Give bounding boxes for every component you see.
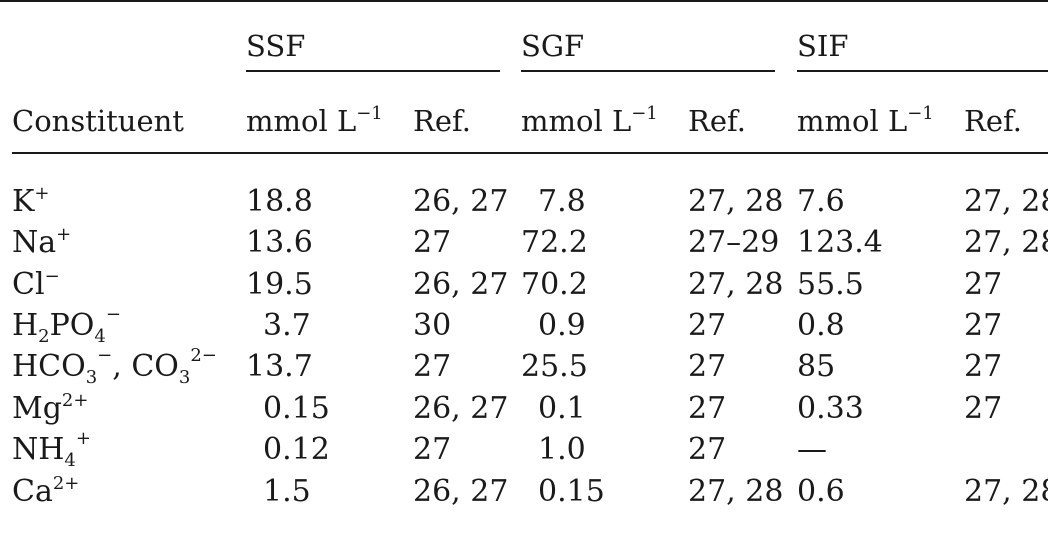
sif-value: 85 xyxy=(797,349,836,384)
sif-value: 0.8 xyxy=(797,308,845,343)
unit-exponent: −1 xyxy=(907,103,934,124)
unit-exponent: −1 xyxy=(631,103,658,124)
sgf-ref: 27 xyxy=(688,349,727,384)
sif-value: 0.33 xyxy=(797,391,864,426)
ssf-value: 19.5 xyxy=(246,267,313,302)
sgf-value: 7.8 xyxy=(538,184,586,219)
group-rule-ssf xyxy=(246,70,500,72)
top-rule xyxy=(0,0,1048,2)
ssf-value: 13.6 xyxy=(246,225,313,260)
ssf-value: 0.12 xyxy=(263,432,330,467)
column-header-constituent: Constituent xyxy=(12,104,184,138)
sgf-value: 0.9 xyxy=(538,308,586,343)
group-header-sgf: SGF xyxy=(521,29,585,63)
sgf-ref: 27 xyxy=(688,432,727,467)
sgf-value: 0.15 xyxy=(538,474,605,509)
column-header-ssf-unit: mmol L−1 xyxy=(246,103,383,139)
ssf-ref: 26, 27 xyxy=(413,267,509,302)
unit-base: mmol L xyxy=(521,104,632,138)
group-rule-sif xyxy=(797,70,1048,72)
ssf-ref: 27 xyxy=(413,225,452,260)
group-rule-sgf xyxy=(521,70,775,72)
constituent-cl: Cl− xyxy=(12,266,60,302)
sgf-ref: 27, 28 xyxy=(688,474,784,509)
sgf-value: 25.5 xyxy=(521,349,588,384)
unit-base: mmol L xyxy=(246,104,357,138)
sif-ref: 27 xyxy=(964,349,1003,384)
sgf-ref: 27, 28 xyxy=(688,184,784,219)
sgf-ref: 27 xyxy=(688,391,727,426)
sgf-value: 0.1 xyxy=(538,391,586,426)
constituent-na: Na+ xyxy=(12,224,72,260)
unit-exponent: −1 xyxy=(356,103,383,124)
column-header-sgf-ref: Ref. xyxy=(688,104,746,138)
sif-ref: 27 xyxy=(964,391,1003,426)
constituent-k: K+ xyxy=(12,183,50,219)
ssf-ref: 27 xyxy=(413,349,452,384)
sif-ref: 27, 28 xyxy=(964,184,1048,219)
constituent-mg: Mg2+ xyxy=(12,390,89,426)
sif-value: 123.4 xyxy=(797,225,883,260)
ssf-value: 1.5 xyxy=(263,474,311,509)
column-header-ssf-ref: Ref. xyxy=(413,104,471,138)
sgf-ref: 27 xyxy=(688,308,727,343)
ssf-ref: 26, 27 xyxy=(413,184,509,219)
ssf-value: 13.7 xyxy=(246,349,313,384)
unit-base: mmol L xyxy=(797,104,908,138)
group-header-ssf: SSF xyxy=(246,29,306,63)
ssf-value: 18.8 xyxy=(246,184,313,219)
sif-value: — xyxy=(797,432,827,467)
group-header-sif: SIF xyxy=(797,29,849,63)
sgf-value: 70.2 xyxy=(521,267,588,302)
ssf-ref: 30 xyxy=(413,308,452,343)
sgf-value: 1.0 xyxy=(538,432,586,467)
column-header-sgf-unit: mmol L−1 xyxy=(521,103,658,139)
constituent-ca: Ca2+ xyxy=(12,473,80,509)
sif-value: 7.6 xyxy=(797,184,845,219)
column-header-sif-unit: mmol L−1 xyxy=(797,103,934,139)
column-header-sif-ref: Ref. xyxy=(964,104,1022,138)
constituent-nh4: NH4+ xyxy=(12,428,91,471)
constituent-hco3-co3: HCO3−, CO32− xyxy=(12,345,217,388)
ssf-value: 0.15 xyxy=(263,391,330,426)
sgf-ref: 27–29 xyxy=(688,225,780,260)
ssf-ref: 27 xyxy=(413,432,452,467)
sgf-ref: 27, 28 xyxy=(688,267,784,302)
header-rule xyxy=(12,152,1048,154)
ssf-value: 3.7 xyxy=(263,308,311,343)
sif-value: 0.6 xyxy=(797,474,845,509)
sgf-value: 72.2 xyxy=(521,225,588,260)
sif-ref: 27 xyxy=(964,308,1003,343)
constituent-h2po4: H2PO4− xyxy=(12,304,121,347)
ssf-ref: 26, 27 xyxy=(413,474,509,509)
sif-ref: 27, 28 xyxy=(964,474,1048,509)
sif-value: 55.5 xyxy=(797,267,864,302)
ssf-ref: 26, 27 xyxy=(413,391,509,426)
sif-ref: 27, 28 xyxy=(964,225,1048,260)
sif-ref: 27 xyxy=(964,267,1003,302)
